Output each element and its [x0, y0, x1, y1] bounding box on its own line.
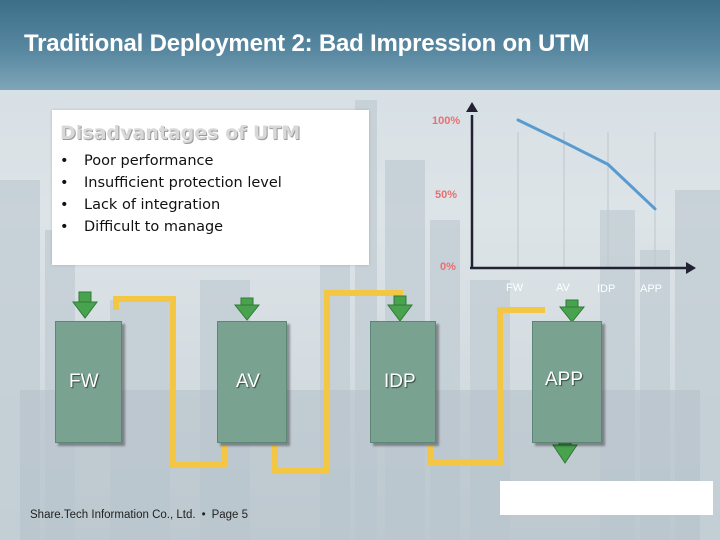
- idp-module-label: IDP: [384, 371, 416, 392]
- footer-white-box: [500, 481, 713, 515]
- footer-page: Page 5: [211, 509, 249, 521]
- app-module-box: APP: [532, 321, 602, 443]
- arrow-down-icon: [233, 297, 261, 321]
- bullet-icon: •: [60, 197, 69, 213]
- app-module-label: APP: [545, 369, 584, 390]
- y-tick-label-0: 0%: [440, 261, 456, 273]
- x-tick-label-app: APP: [640, 283, 663, 295]
- bullet-icon: •: [60, 219, 69, 235]
- arrow-down-icon: [387, 295, 413, 322]
- list-item-text: Lack of integration: [84, 197, 221, 213]
- pipe-idp-to-app: [427, 307, 545, 465]
- slide-footer: Share.Tech Information Co., Ltd. • Page 5: [30, 509, 248, 521]
- fw-module-label: FW: [69, 371, 99, 392]
- list-item-text: Insufficient protection level: [84, 175, 282, 191]
- x-tick-label-fw: FW: [506, 282, 524, 294]
- arrow-down-icon: [558, 299, 586, 323]
- pipe-fw-to-av: [113, 296, 228, 468]
- list-item: • Lack of integration: [60, 194, 282, 216]
- x-tick-label-av: AV: [556, 282, 570, 294]
- panel-heading: Disadvantages of UTM: [60, 122, 301, 144]
- av-module-box: AV: [217, 321, 287, 443]
- x-tick-label-idp: IDP: [597, 283, 616, 295]
- y-tick-label-50: 50%: [435, 189, 458, 201]
- bullet-icon: •: [60, 175, 69, 191]
- footer-company: Share.Tech Information Co., Ltd.: [30, 509, 196, 521]
- list-item-text: Difficult to manage: [84, 219, 224, 235]
- list-item-text: Poor performance: [84, 153, 214, 169]
- footer-separator: •: [201, 509, 206, 521]
- list-item: • Poor performance: [60, 150, 282, 172]
- list-item: • Insufficient protection level: [60, 172, 282, 194]
- av-module-label: AV: [236, 371, 260, 392]
- bullet-icon: •: [60, 153, 69, 169]
- disadvantages-panel: Disadvantages of UTM • Poor performance •…: [52, 110, 369, 265]
- fw-module-box: FW: [55, 321, 122, 443]
- arrow-down-icon: [72, 291, 98, 319]
- y-tick-label-100: 100%: [432, 115, 461, 127]
- disadvantages-list: • Poor performance • Insufficient protecti…: [60, 150, 282, 238]
- list-item: • Difficult to manage: [60, 216, 282, 238]
- slide-title: Traditional Deployment 2: Bad Impression…: [24, 30, 590, 57]
- idp-module-box: IDP: [370, 321, 436, 443]
- slide-header: Traditional Deployment 2: Bad Impression…: [0, 0, 720, 90]
